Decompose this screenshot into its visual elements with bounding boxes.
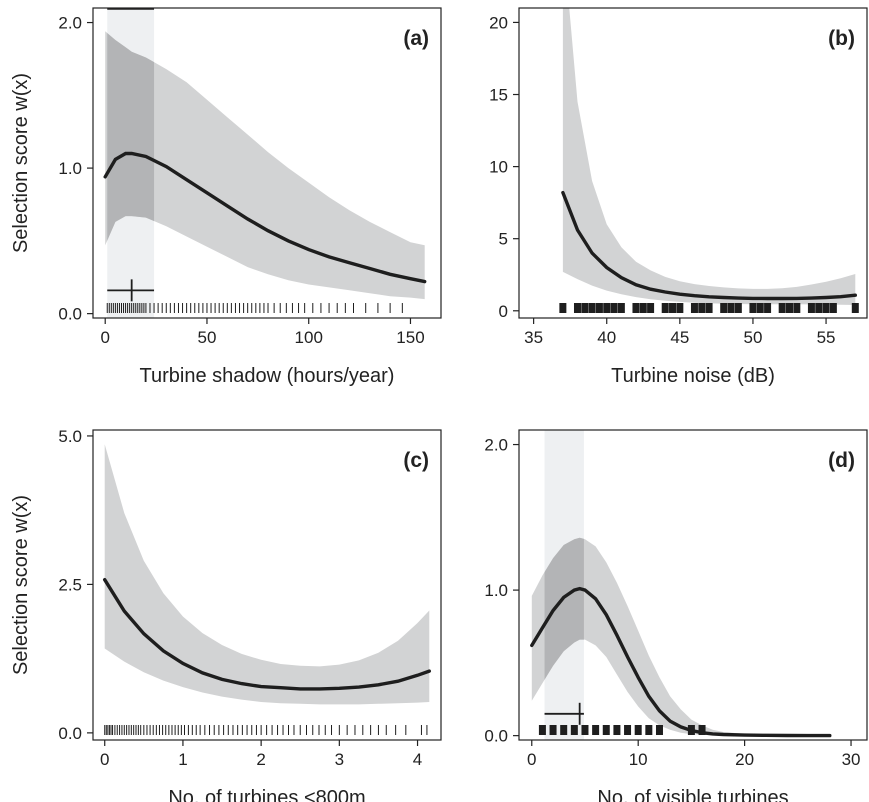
rug-mark bbox=[669, 303, 676, 313]
rug-mark bbox=[706, 303, 713, 313]
x-tick-label: 3 bbox=[335, 750, 344, 769]
rug-mark bbox=[698, 303, 705, 313]
y-axis-title: Selection score w(x) bbox=[10, 73, 32, 253]
x-axis-title: No. of turbines <800m bbox=[168, 787, 365, 802]
y-axis-title: Selection score w(x) bbox=[10, 495, 32, 675]
plot-area bbox=[105, 444, 430, 735]
rug-mark bbox=[720, 303, 727, 313]
rug-mark bbox=[808, 303, 815, 313]
x-axis-title: Turbine noise (dB) bbox=[611, 365, 775, 387]
panel-a: 0 50 100 150 0.0 1.0 2.0 (a) Turbine shadow (hou… bbox=[10, 8, 441, 387]
rug-mark bbox=[779, 303, 786, 313]
x-tick-label: 100 bbox=[295, 328, 323, 347]
x-tick-label: 30 bbox=[842, 750, 861, 769]
plot-area bbox=[105, 8, 425, 318]
rug-mark bbox=[571, 725, 578, 735]
x-tick-label: 4 bbox=[413, 750, 422, 769]
y-tick-label: 0.0 bbox=[58, 305, 82, 324]
rug-mark bbox=[786, 303, 793, 313]
rug-mark bbox=[632, 303, 639, 313]
rug-mark bbox=[581, 725, 588, 735]
y-tick-label: 2.0 bbox=[58, 14, 82, 33]
rug-mark bbox=[635, 725, 642, 735]
rug-mark bbox=[592, 725, 599, 735]
rug-mark bbox=[728, 303, 735, 313]
confidence-band bbox=[563, 0, 855, 305]
rug-mark bbox=[560, 725, 567, 735]
rug-mark bbox=[581, 303, 588, 313]
panel-d: 0 10 20 30 0.0 1.0 2.0 (d) No. of visible turbin… bbox=[484, 430, 867, 802]
rug-mark bbox=[662, 303, 669, 313]
x-tick-label: 50 bbox=[198, 328, 217, 347]
confidence-band bbox=[105, 444, 430, 704]
x-tick-label: 40 bbox=[597, 328, 616, 347]
panel-label: (d) bbox=[828, 449, 855, 472]
rug-mark bbox=[624, 725, 631, 735]
rug-mark bbox=[815, 303, 822, 313]
rug-mark bbox=[645, 725, 652, 735]
x-tick-label: 35 bbox=[524, 328, 543, 347]
rug-mark bbox=[764, 303, 771, 313]
panel-label: (b) bbox=[828, 27, 855, 50]
rug-mark bbox=[613, 725, 620, 735]
rug-mark bbox=[574, 303, 581, 313]
rug-mark bbox=[589, 303, 596, 313]
y-tick-label: 1.0 bbox=[58, 159, 82, 178]
x-tick-label: 50 bbox=[743, 328, 762, 347]
rug-mark bbox=[611, 303, 618, 313]
x-tick-label: 1 bbox=[178, 750, 187, 769]
y-tick-label: 0 bbox=[499, 302, 508, 321]
x-axis-title: No. of visible turbines bbox=[597, 787, 788, 802]
rug-mark bbox=[757, 303, 764, 313]
rug-mark bbox=[852, 303, 859, 313]
rug-mark bbox=[676, 303, 683, 313]
panel-c: 0 1 2 3 4 0.0 2.5 5.0 (c) No. of turbines <800m Se… bbox=[10, 427, 441, 802]
y-tick-label: 20 bbox=[489, 13, 508, 32]
y-tick-label: 2.5 bbox=[58, 575, 82, 594]
panel-label: (a) bbox=[403, 27, 429, 50]
y-tick-label: 10 bbox=[489, 158, 508, 177]
x-tick-label: 0 bbox=[527, 750, 536, 769]
y-tick-label: 2.0 bbox=[484, 436, 508, 455]
rug-mark bbox=[559, 303, 566, 313]
rug-mark bbox=[830, 303, 837, 313]
y-tick-label: 1.0 bbox=[484, 581, 508, 600]
x-axis-title: Turbine shadow (hours/year) bbox=[140, 365, 395, 387]
x-tick-label: 2 bbox=[256, 750, 265, 769]
x-tick-label: 55 bbox=[817, 328, 836, 347]
panel-label: (c) bbox=[403, 449, 429, 472]
rug-mark bbox=[656, 725, 663, 735]
rug-mark bbox=[596, 303, 603, 313]
rug-mark bbox=[603, 303, 610, 313]
plot-area bbox=[532, 430, 830, 740]
rug-mark bbox=[691, 303, 698, 313]
x-tick-label: 0 bbox=[100, 750, 109, 769]
x-tick-label: 150 bbox=[396, 328, 424, 347]
y-tick-label: 0.0 bbox=[58, 724, 82, 743]
y-tick-label: 0.0 bbox=[484, 727, 508, 746]
rug-mark bbox=[603, 725, 610, 735]
x-tick-label: 10 bbox=[629, 750, 648, 769]
plot-area bbox=[559, 0, 858, 313]
rug-mark bbox=[749, 303, 756, 313]
rug-mark bbox=[539, 725, 546, 735]
panel-b: 35 40 45 50 55 0 5 10 15 20 (b) Turbine noise (dB) bbox=[489, 0, 867, 387]
rug-mark bbox=[618, 303, 625, 313]
y-tick-label: 5.0 bbox=[58, 427, 82, 446]
rug-mark bbox=[823, 303, 830, 313]
x-tick-label: 45 bbox=[670, 328, 689, 347]
rug-mark bbox=[793, 303, 800, 313]
rug-mark bbox=[640, 303, 647, 313]
rug-mark bbox=[647, 303, 654, 313]
rug-mark bbox=[550, 725, 557, 735]
y-tick-label: 5 bbox=[499, 230, 508, 249]
x-tick-label: 0 bbox=[100, 328, 109, 347]
x-tick-label: 20 bbox=[735, 750, 754, 769]
y-tick-label: 15 bbox=[489, 86, 508, 105]
rug-mark bbox=[735, 303, 742, 313]
